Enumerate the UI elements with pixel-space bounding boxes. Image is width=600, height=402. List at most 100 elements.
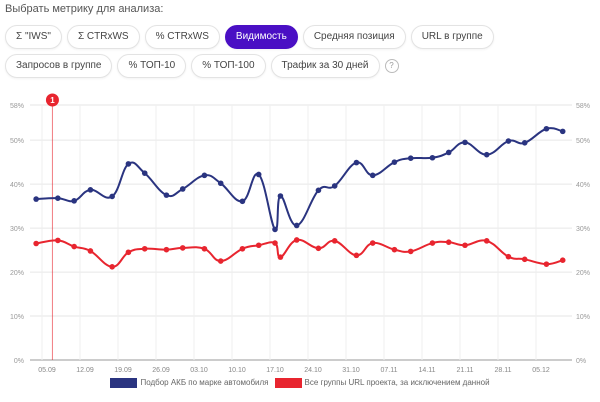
data-point (109, 263, 115, 270)
data-point (391, 246, 398, 253)
data-point (407, 248, 414, 255)
metric-traffic-30d[interactable]: Трафик за 30 дней (270, 54, 380, 78)
data-point (272, 240, 278, 246)
metric-iws[interactable]: Σ "IWS" (5, 25, 62, 49)
metric-queries-in-group[interactable]: Запросов в группе (5, 54, 113, 78)
legend: Подбор АКБ по марке автомобиля Все групп… (0, 378, 600, 388)
y-tick-label-left: 20% (10, 270, 24, 277)
data-point (559, 128, 566, 135)
metric-prompt: Выбрать метрику для анализа: (5, 3, 164, 15)
y-tick-label-left: 40% (10, 182, 24, 189)
data-point (505, 253, 512, 260)
legend-swatch (110, 378, 138, 388)
data-point (217, 258, 224, 264)
metric-ctrxws-sum[interactable]: Σ CTRxWS (66, 25, 140, 49)
data-point (353, 159, 360, 166)
annotation-marker (45, 93, 59, 107)
data-point (315, 245, 322, 252)
data-point (331, 183, 338, 189)
data-point (521, 140, 528, 146)
data-point (505, 138, 512, 144)
data-point (293, 222, 300, 229)
data-point (179, 186, 186, 192)
data-point (201, 172, 208, 179)
data-point (33, 196, 39, 202)
data-point (462, 242, 468, 249)
data-point (55, 237, 61, 244)
data-point (521, 256, 528, 263)
data-point (141, 170, 148, 176)
y-tick-label-left: 58% (10, 103, 24, 110)
legend-label: Все группы URL проекта, за исключением д… (304, 378, 490, 388)
metric-visibility[interactable]: Видимость (224, 25, 298, 49)
data-point (239, 245, 246, 252)
legend-label: Подбор АКБ по марке автомобиля (140, 378, 269, 388)
data-point (559, 257, 566, 263)
data-point (445, 149, 452, 156)
y-tick-label-right: 50% (576, 138, 590, 145)
x-tick-label: 19.09 (114, 367, 132, 374)
data-point (277, 254, 284, 260)
series-line-1 (36, 127, 563, 231)
data-point (445, 239, 452, 245)
legend-item-series-2[interactable]: Все группы URL проекта, за исключением д… (274, 378, 490, 388)
data-point (217, 180, 224, 187)
data-point (331, 238, 338, 244)
metric-avg-position[interactable]: Средняя позиция (302, 25, 406, 49)
data-point (55, 195, 61, 202)
data-point (71, 243, 77, 250)
data-point (71, 198, 77, 204)
data-point (239, 198, 246, 205)
data-point (293, 237, 300, 243)
metric-top100[interactable]: % ТОП-100 (191, 54, 266, 78)
y-tick-label-left: 50% (10, 138, 24, 145)
data-point (277, 193, 284, 199)
data-point (353, 252, 360, 259)
data-point (315, 187, 322, 194)
data-point (163, 192, 170, 198)
metric-ctrxws-pct[interactable]: % CTRxWS (144, 25, 220, 49)
data-point (141, 245, 148, 252)
x-tick-label: 05.09 (38, 367, 56, 374)
y-tick-label-right: 0% (576, 358, 586, 365)
x-tick-label: 05.12 (532, 367, 550, 374)
y-tick-label-right: 40% (576, 182, 590, 189)
data-point (429, 240, 436, 246)
series-line-2 (35, 238, 563, 268)
y-tick-label-left: 30% (10, 226, 24, 233)
x-tick-label: 24.10 (304, 367, 322, 374)
x-tick-label: 10.10 (228, 367, 246, 374)
x-tick-label: 21.11 (457, 367, 474, 374)
data-point (255, 242, 262, 249)
data-point (543, 261, 550, 267)
metric-url-in-group[interactable]: URL в группе (410, 25, 494, 49)
x-tick-label: 07.11 (381, 367, 398, 374)
help-icon[interactable]: ? (384, 59, 399, 73)
data-point (179, 245, 186, 251)
data-point (201, 245, 208, 252)
metric-selector: Σ "IWS" Σ CTRxWS % CTRxWS Видимость Сред… (5, 25, 600, 78)
data-point (543, 125, 550, 132)
data-point (462, 139, 468, 146)
data-point (483, 151, 490, 158)
data-point (483, 238, 490, 244)
y-tick-label-right: 10% (576, 314, 590, 321)
data-point (255, 171, 262, 178)
y-tick-label-right: 20% (576, 270, 590, 277)
data-point (272, 226, 278, 233)
data-point (109, 193, 115, 200)
metric-top10[interactable]: % ТОП-10 (117, 54, 187, 78)
data-point (391, 159, 398, 165)
y-tick-label-right: 30% (576, 226, 590, 233)
annotation-label: 1 (50, 96, 55, 105)
data-point (125, 161, 132, 167)
legend-item-series-1[interactable]: Подбор АКБ по марке автомобиля (110, 378, 269, 388)
data-point (369, 240, 376, 246)
data-point (87, 187, 94, 193)
x-tick-label: 31.10 (342, 367, 360, 374)
x-tick-label: 28.11 (495, 367, 512, 374)
x-tick-label: 17.10 (266, 367, 284, 374)
data-point (163, 246, 170, 253)
data-point (369, 172, 376, 179)
